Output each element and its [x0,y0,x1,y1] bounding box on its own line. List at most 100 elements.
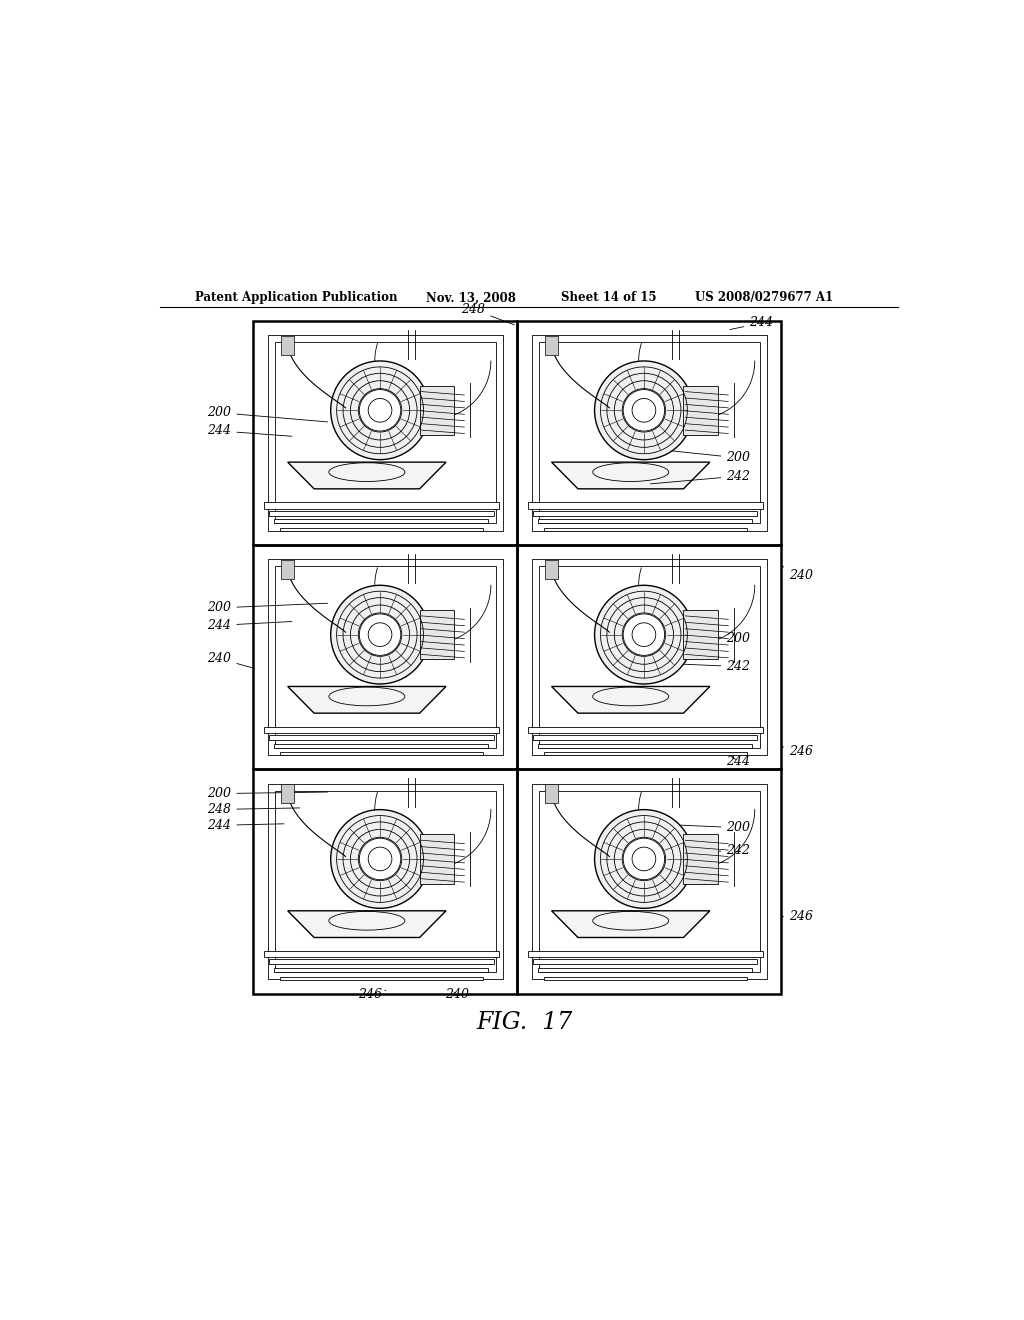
Bar [545,335,558,355]
Bar [280,977,483,979]
Text: 246: 246 [358,987,386,1001]
Bar [274,566,496,748]
Bar [544,752,746,755]
Bar [517,321,781,545]
Circle shape [359,838,400,879]
Bar [267,784,503,979]
Text: 244: 244 [207,818,284,832]
Bar [531,335,767,531]
Text: 242: 242 [650,660,751,673]
Text: 244: 244 [207,425,292,437]
Bar [253,321,517,545]
Text: 246: 246 [782,909,813,923]
Bar [253,770,517,994]
Text: 200: 200 [650,821,751,834]
Bar [531,784,767,979]
Bar [527,503,763,508]
Text: 248: 248 [461,304,514,325]
Bar [544,977,746,979]
Polygon shape [552,462,710,488]
Bar [527,950,763,957]
Circle shape [624,838,665,879]
Bar [267,560,503,755]
Text: 242: 242 [650,845,751,857]
Bar [517,545,781,770]
Circle shape [331,360,429,459]
Text: 244: 244 [207,619,292,632]
Polygon shape [552,911,710,937]
Bar [539,743,752,747]
Bar [539,968,752,972]
Text: 242: 242 [650,470,751,484]
Text: Nov. 13, 2008: Nov. 13, 2008 [426,292,515,305]
Bar [683,385,718,436]
Text: FIG.  17: FIG. 17 [477,1011,572,1034]
Circle shape [595,809,693,908]
Bar [539,566,760,748]
Bar [282,335,294,355]
Bar [534,511,758,516]
Circle shape [359,614,400,655]
Bar [264,950,499,957]
Bar [274,968,488,972]
Text: 244: 244 [730,317,773,330]
Bar [282,560,294,579]
Bar [539,342,760,524]
Circle shape [632,623,655,647]
Bar [253,545,517,770]
Text: 246: 246 [782,744,813,758]
Circle shape [595,360,693,459]
Text: 240: 240 [445,987,469,1001]
Bar [267,335,503,531]
Text: 240: 240 [782,566,813,582]
Circle shape [595,585,693,684]
Bar [282,784,294,804]
Text: 200: 200 [207,787,328,800]
Text: 248: 248 [207,803,300,816]
Bar [274,743,488,747]
Bar [274,791,496,972]
Circle shape [369,847,392,871]
Circle shape [369,399,392,422]
Bar [534,960,758,965]
Text: 240: 240 [207,652,254,668]
Circle shape [331,585,429,684]
Text: Patent Application Publication: Patent Application Publication [196,292,398,305]
Bar [274,342,496,524]
Bar [539,519,752,523]
Circle shape [369,623,392,647]
Text: US 2008/0279677 A1: US 2008/0279677 A1 [695,292,834,305]
Bar [545,560,558,579]
Bar [683,610,718,659]
Bar [531,560,767,755]
Text: 200: 200 [207,602,328,614]
Text: 200: 200 [207,407,328,422]
Bar [420,385,454,436]
Polygon shape [288,686,446,713]
Bar [280,752,483,755]
Bar [527,726,763,733]
Polygon shape [288,911,446,937]
Circle shape [624,614,665,655]
Bar [544,528,746,531]
Bar [420,834,454,883]
Bar [269,511,494,516]
Bar [420,610,454,659]
Bar [280,528,483,531]
Bar [683,834,718,883]
Text: Sheet 14 of 15: Sheet 14 of 15 [560,292,656,305]
Polygon shape [552,686,710,713]
Circle shape [359,389,400,432]
Circle shape [632,847,655,871]
Bar [269,735,494,741]
Circle shape [624,389,665,432]
Bar [545,784,558,804]
Bar [517,770,781,994]
Bar [274,519,488,523]
Circle shape [331,809,429,908]
Bar [534,735,758,741]
Bar [264,726,499,733]
Text: 200: 200 [650,449,751,465]
Polygon shape [288,462,446,488]
Bar [539,791,760,972]
